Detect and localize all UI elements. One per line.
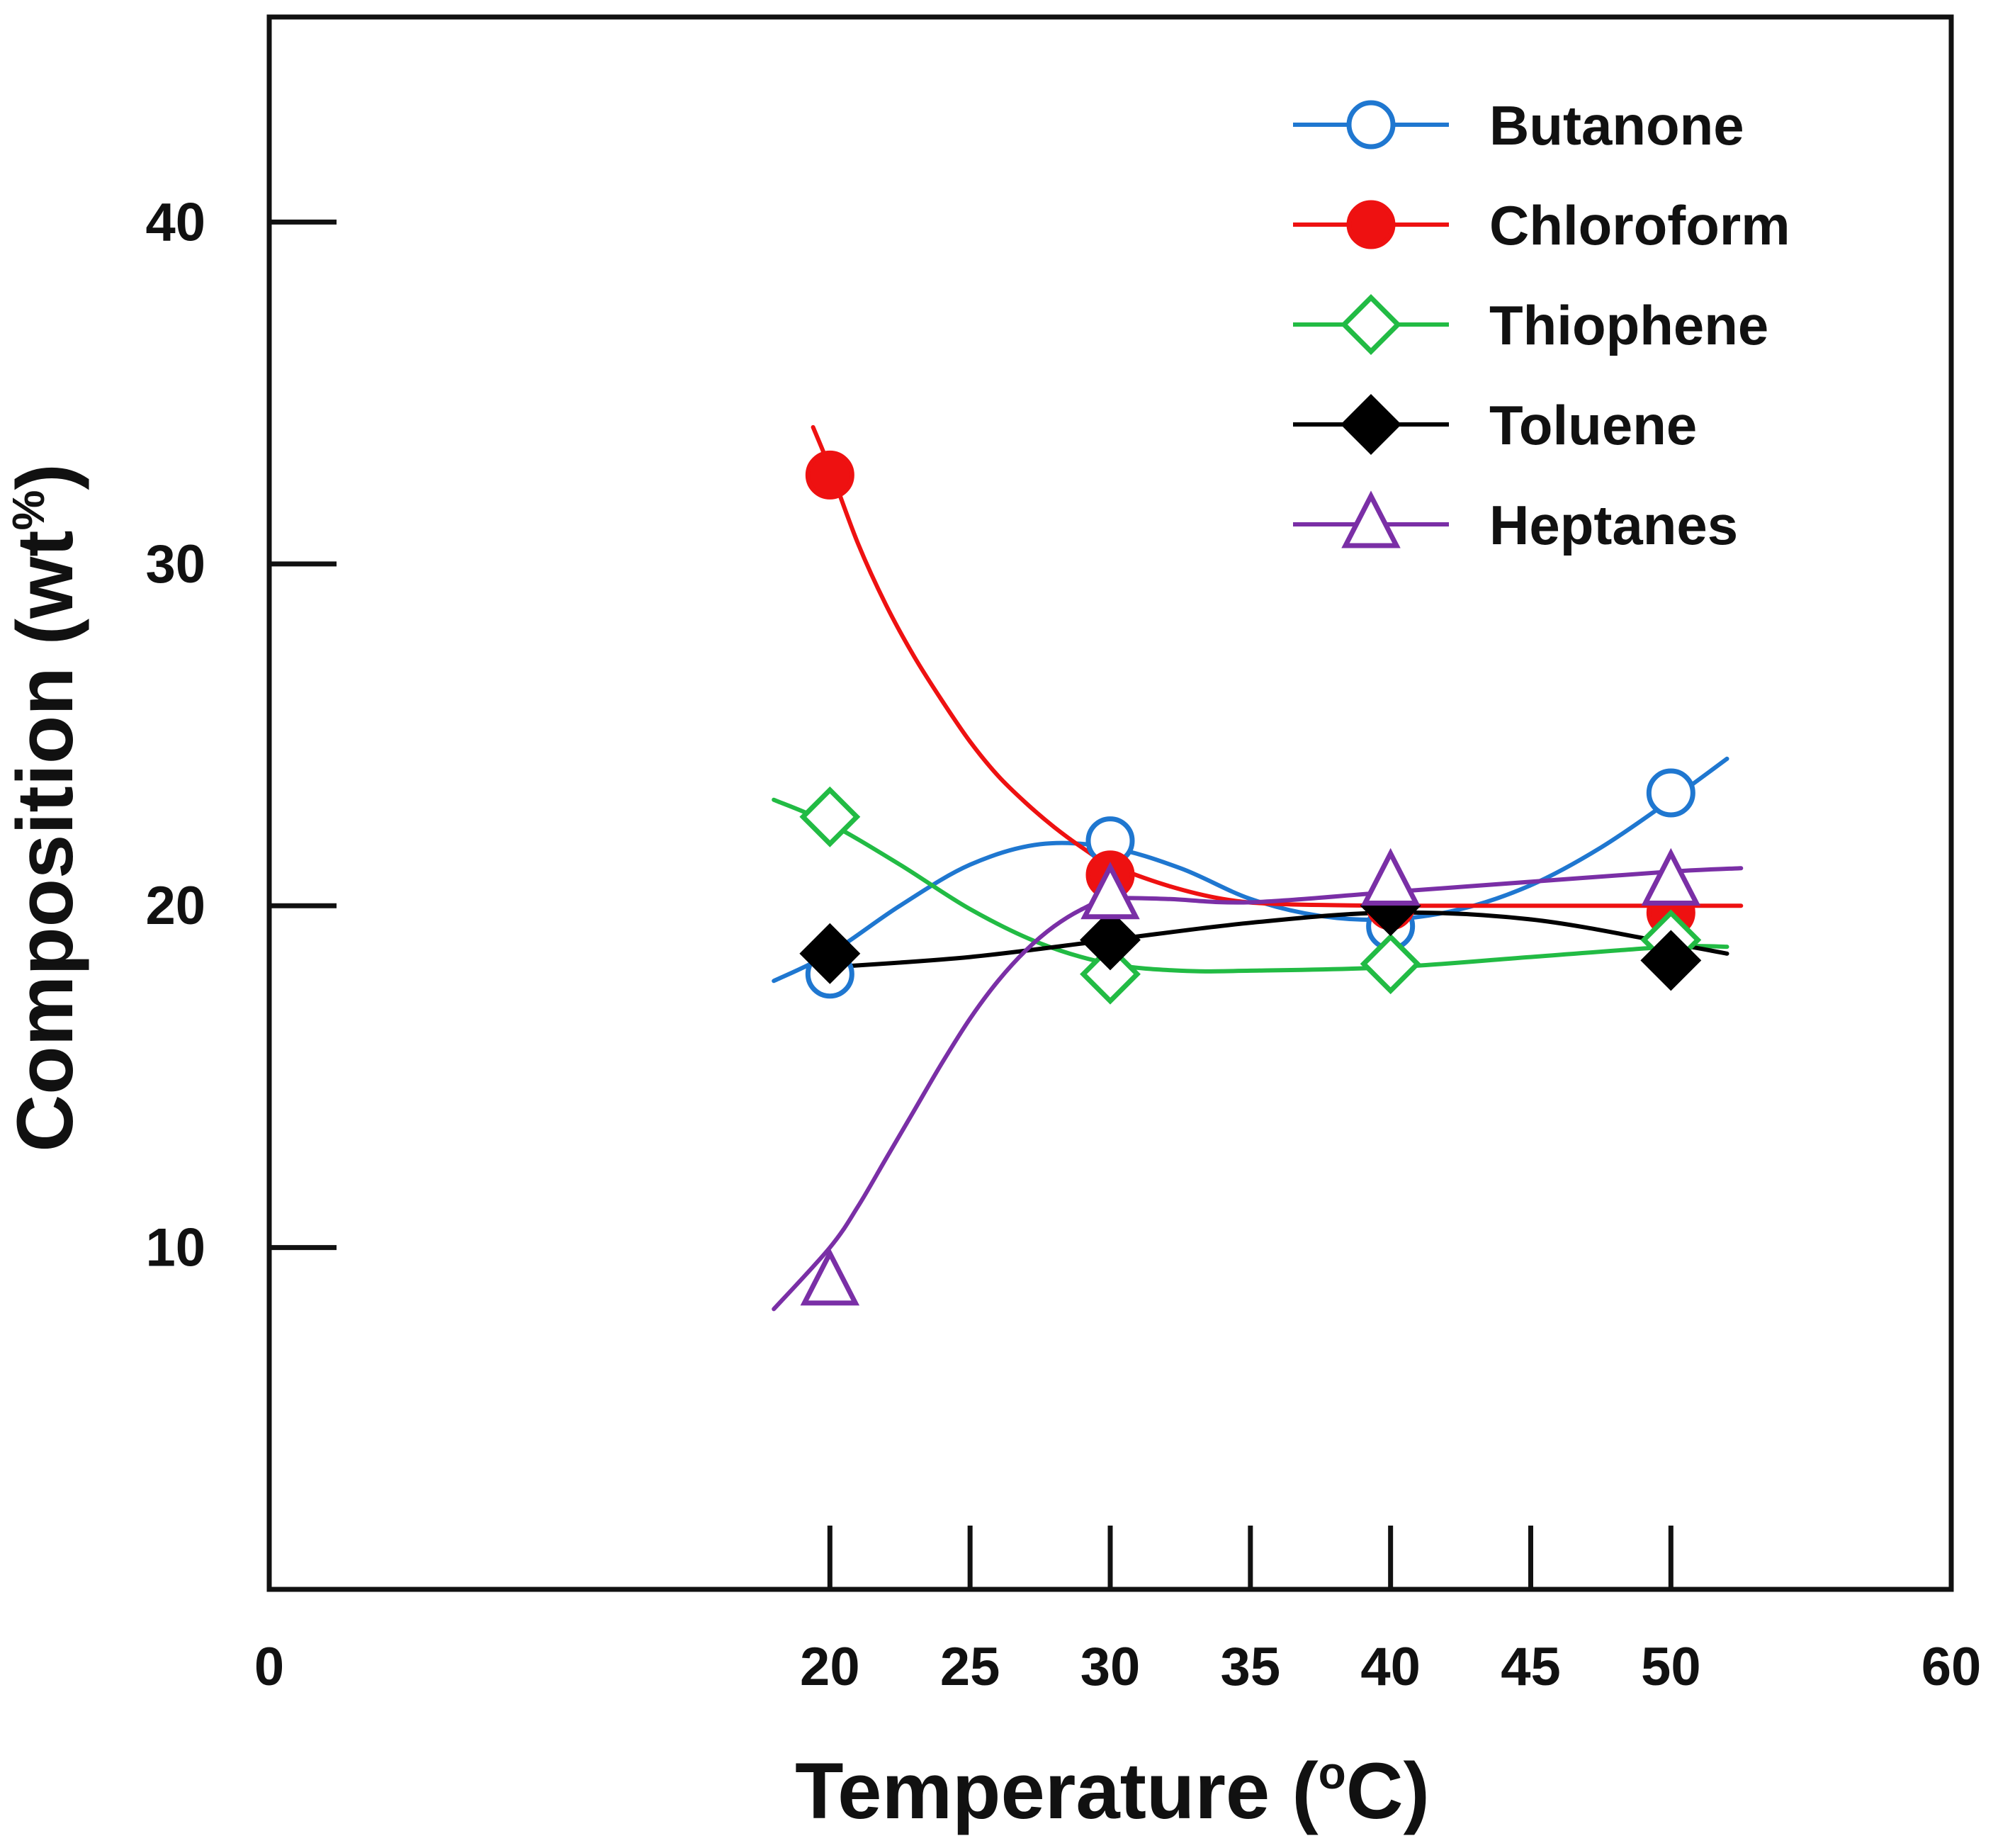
y-axis-title-tail: ) <box>1 463 89 490</box>
thiophene-point-30 <box>1080 943 1141 1005</box>
x-tick-label-20: 20 <box>800 1637 860 1697</box>
y-tick-label-10: 10 <box>145 1218 205 1278</box>
y-axis-title: Composition (wt%) <box>1 463 89 1151</box>
series-markers <box>799 450 1702 1306</box>
legend-label-chloroform: Chloroform <box>1489 194 1790 257</box>
toluene-curve <box>828 910 1729 969</box>
x-axis-title-main: Temperature ( <box>795 1747 1319 1835</box>
legend-marker-heptanes <box>1341 490 1401 548</box>
x-tick-label-25: 25 <box>940 1637 1000 1697</box>
x-axis-title-tail: C) <box>1346 1747 1430 1835</box>
x-axis-title: Temperature (oC) <box>795 1747 1430 1835</box>
thiophene-point-20 <box>799 786 861 847</box>
legend-marker-butanone <box>1346 100 1396 150</box>
x-axis-title-sup: o <box>1319 1747 1346 1798</box>
legend-marker-toluene <box>1341 394 1401 455</box>
chloroform-point-20 <box>805 450 854 500</box>
thiophene-point-40 <box>1360 933 1421 995</box>
x-tick-label-35: 35 <box>1221 1637 1281 1697</box>
legend-label-butanone: Butanone <box>1489 94 1744 157</box>
butanone-point-50 <box>1646 768 1695 818</box>
legend-marker-thiophene <box>1341 294 1401 355</box>
thiophene-curve <box>772 797 1729 974</box>
toluene-point-50 <box>1640 930 1702 991</box>
legend: Butanone Chloroform Thiophene Toluene Heptan… <box>1293 94 1790 556</box>
y-axis-title-sup: % <box>3 490 54 531</box>
butanone-curve <box>772 756 1729 984</box>
heptanes-point-40 <box>1360 847 1421 906</box>
heptanes-curve <box>772 866 1744 1312</box>
y-tick-label-30: 30 <box>145 534 205 595</box>
y-tick-label-40: 40 <box>145 192 205 252</box>
y-axis-title-main: Composition (wt <box>1 531 89 1152</box>
x-tick-label-30: 30 <box>1080 1637 1141 1697</box>
x-tick-label-60: 60 <box>1921 1637 1982 1697</box>
x-tick-label-40: 40 <box>1360 1637 1421 1697</box>
legend-marker-chloroform <box>1346 200 1396 249</box>
legend-label-heptanes: Heptanes <box>1489 494 1738 556</box>
x-tick-label-0: 0 <box>254 1637 284 1697</box>
y-tick-label-20: 20 <box>145 876 205 936</box>
legend-label-toluene: Toluene <box>1489 394 1697 456</box>
toluene-point-20 <box>799 923 861 984</box>
axis-ticks: 0 20 25 30 35 40 45 50 60 10 20 30 40 <box>145 192 1981 1697</box>
toluene-point-30 <box>1080 909 1141 971</box>
heptanes-point-20 <box>800 1248 860 1306</box>
x-tick-label-45: 45 <box>1501 1637 1561 1697</box>
heptanes-point-30 <box>1080 862 1140 920</box>
x-tick-label-50: 50 <box>1641 1637 1701 1697</box>
heptanes-point-50 <box>1641 847 1701 906</box>
legend-label-thiophene: Thiophene <box>1489 294 1768 356</box>
